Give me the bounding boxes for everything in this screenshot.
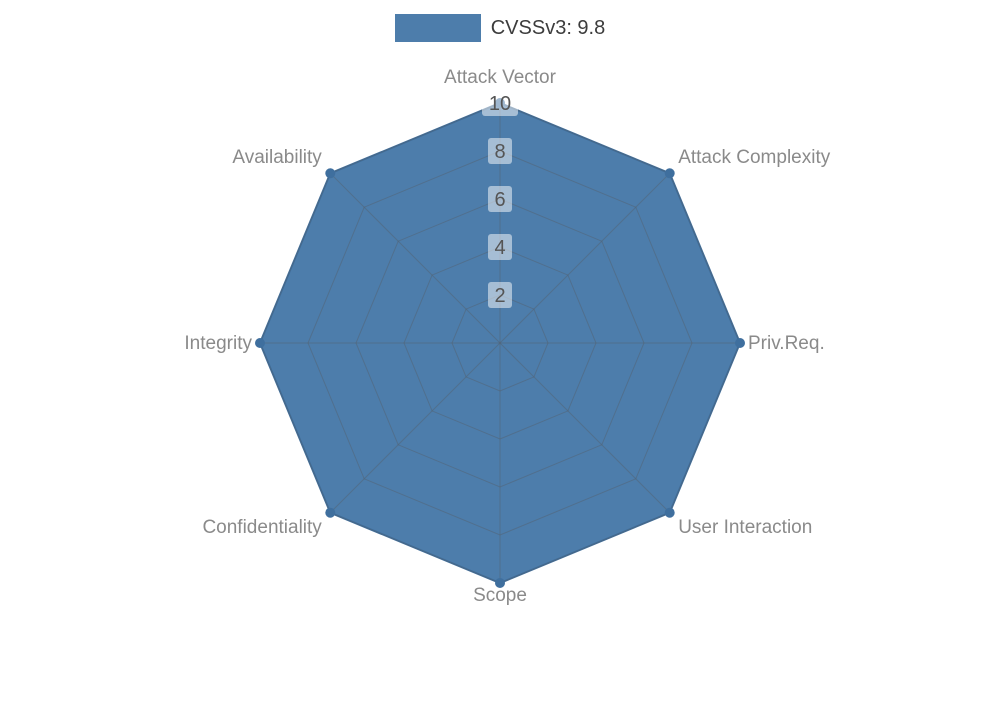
legend-swatch [394, 14, 481, 42]
series-point [735, 338, 745, 348]
grid-ring [355, 198, 645, 488]
tick-label-bg [488, 234, 512, 260]
tick-label-bg [488, 282, 512, 308]
axis-label-user-interaction: User Interaction [678, 517, 812, 538]
axis-label-attack-vector: Attack Vector [444, 67, 557, 88]
axis-label-scope: Scope [473, 585, 527, 606]
tick-label-bg [488, 138, 512, 164]
series-point [325, 168, 336, 179]
tick-label-bg [488, 186, 512, 212]
series-point [664, 168, 675, 179]
tick-label: 4 [494, 237, 505, 259]
tick-label: 10 [489, 93, 511, 115]
legend[interactable]: CVSSv3: 9.8 [0, 14, 1000, 42]
axis-label-availability: Availability [232, 147, 322, 168]
grid-spoke [499, 342, 671, 514]
axis-label-attack-complexity: Attack Complexity [678, 147, 831, 168]
grid-ring [403, 246, 597, 440]
grid-ring [451, 294, 549, 392]
tick-label: 2 [494, 285, 505, 307]
series-point [495, 578, 505, 588]
axis-label-integrity: Integrity [184, 333, 252, 354]
grid-spoke [499, 172, 671, 344]
tick-label: 8 [494, 141, 505, 163]
series-point [664, 507, 675, 518]
series-point [325, 507, 336, 518]
grid-ring [307, 150, 693, 536]
series-point [255, 338, 265, 348]
tick-label: 6 [494, 189, 505, 211]
axis-label-priv-req-: Priv.Req. [748, 333, 825, 354]
tick-label-bg [482, 90, 518, 116]
axis-label-confidentiality: Confidentiality [202, 517, 322, 538]
legend-label: CVSSv3: 9.8 [490, 16, 606, 39]
grid-spoke [329, 172, 501, 344]
grid-spoke [329, 342, 501, 514]
